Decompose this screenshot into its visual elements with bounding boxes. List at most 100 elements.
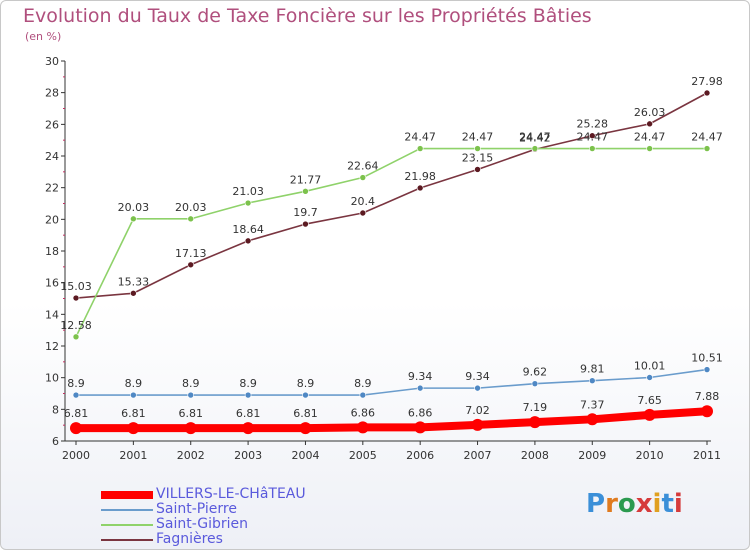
data-label: 10.01 [634,360,666,373]
data-label: 20.03 [175,201,207,214]
data-label: 6.86 [408,406,433,419]
data-label: 26.03 [634,106,666,119]
data-point [646,374,653,381]
y-tick-label: 22 [45,182,59,195]
data-label: 6.81 [178,407,203,420]
data-label: 24.47 [634,131,666,144]
legend-label: Fagnières [156,531,223,547]
logo-letter: i [652,489,662,519]
x-tick-label: 2008 [521,449,549,462]
data-label: 12.58 [60,319,92,332]
x-tick-label: 2007 [464,449,492,462]
data-label: 18.64 [232,223,264,236]
data-label: 25.28 [577,118,609,131]
y-tick-label: 26 [45,118,59,131]
data-label: 20.4 [351,195,376,208]
y-tick-label: 10 [45,372,59,385]
data-label: 7.65 [637,394,662,407]
data-label: 7.19 [523,401,548,414]
data-point [302,188,309,195]
data-label: 8.9 [182,377,200,390]
logo-letter: P [586,489,606,519]
series-line [75,147,708,338]
data-label: 19.7 [293,206,318,219]
y-tick-label: 24 [45,150,59,163]
data-point [474,166,481,173]
data-point [70,422,82,435]
data-point [474,384,481,392]
legend-label: Saint-Gibrien [156,516,249,532]
x-tick-label: 2003 [234,449,262,462]
y-tick-label: 30 [45,55,59,68]
data-label: 20.03 [118,201,150,214]
data-label: 24.42 [519,131,551,144]
x-tick-label: 2006 [406,449,434,462]
logo-letter: r [605,489,618,519]
logo-letter: i [673,489,683,519]
series-line [75,368,708,396]
data-label: 24.47 [519,131,551,144]
data-point [643,408,656,421]
data-label: 9.62 [523,366,548,379]
data-point [416,184,424,192]
data-label: 6.81 [236,407,261,420]
data-point [359,174,367,181]
data-label: 24.47 [462,131,494,144]
data-point [187,391,195,399]
data-point [187,215,195,223]
legend-swatch [101,524,153,526]
data-label: 8.9 [354,377,372,390]
x-tick-label: 2009 [578,449,606,462]
chart-axes: 6 8 10 12 14 16 18 20 22 24 26 28 30 2000 2001 2002 2003… [45,55,721,462]
data-label: 9.34 [408,370,433,383]
y-tick-label: 6 [52,435,59,448]
x-tick-label: 2001 [119,449,147,462]
data-point [528,416,541,429]
x-tick-label: 2005 [349,449,377,462]
data-label: 6.81 [64,407,89,420]
data-label: 27.98 [691,75,723,88]
data-label: 7.88 [695,390,720,403]
data-point [72,391,80,399]
data-point [703,366,711,373]
data-point [416,145,424,152]
y-tick-label: 8 [52,403,59,416]
data-point [299,422,312,435]
chart-title: Evolution du Taux de Taxe Foncière sur l… [23,5,592,27]
logo-letter: x [635,489,653,519]
data-point [359,209,367,217]
data-label: 21.77 [290,173,322,186]
logo-letter: o [617,489,636,519]
data-point [531,380,539,387]
data-point [130,289,137,297]
y-tick-label: 20 [45,213,59,226]
data-point [242,422,255,435]
data-point [414,421,427,434]
data-label: 8.9 [297,377,315,390]
data-point [531,145,539,152]
y-tick-label: 16 [45,277,59,290]
data-point [646,145,653,152]
data-label: 7.02 [465,404,490,417]
logo-letter: t [661,489,674,519]
data-point [359,391,367,399]
data-point [130,391,137,399]
data-label: 15.03 [60,280,92,293]
data-label: 9.34 [465,370,490,383]
chart-data-labels: 15.03 15.33 17.13 18.64 19.7 20.4 21.98 23.15 24… [60,75,723,420]
data-point [588,377,596,384]
legend-swatch [101,491,153,499]
y-tick-label: 28 [45,87,59,100]
data-point [703,145,711,152]
x-tick-label: 2004 [291,449,319,462]
data-label: 10.51 [691,352,723,365]
data-point [302,220,309,228]
data-point [72,294,80,302]
x-tick-label: 2000 [62,449,90,462]
data-label: 21.98 [404,170,436,183]
series-line [72,407,711,433]
data-label: 7.37 [580,398,605,411]
legend-swatch [101,539,153,541]
